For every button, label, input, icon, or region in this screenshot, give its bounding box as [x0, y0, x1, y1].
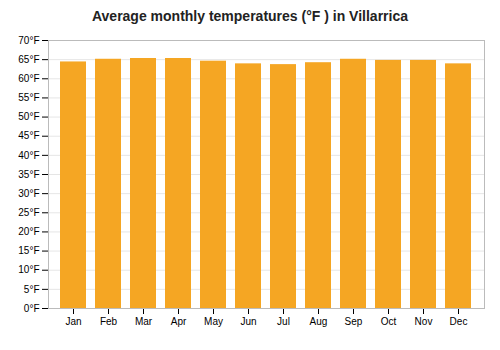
svg-text:Nov: Nov: [415, 316, 433, 327]
svg-text:Jul: Jul: [277, 316, 290, 327]
svg-text:55°F: 55°F: [18, 92, 39, 103]
svg-text:10°F: 10°F: [18, 264, 39, 275]
svg-text:70°F: 70°F: [18, 35, 39, 46]
svg-text:0°F: 0°F: [24, 303, 40, 314]
svg-text:30°F: 30°F: [18, 188, 39, 199]
svg-text:Sep: Sep: [345, 316, 363, 327]
svg-text:65°F: 65°F: [18, 54, 39, 65]
svg-text:Oct: Oct: [381, 316, 397, 327]
svg-text:60°F: 60°F: [18, 73, 39, 84]
svg-text:35°F: 35°F: [18, 169, 39, 180]
svg-text:Jun: Jun: [240, 316, 256, 327]
svg-text:45°F: 45°F: [18, 130, 39, 141]
svg-text:Apr: Apr: [171, 316, 187, 327]
svg-text:Dec: Dec: [450, 316, 468, 327]
html-text:Average monthly temperatures (: Average monthly temperatures (°F ) in Vi…: [92, 8, 408, 24]
svg-text:25°F: 25°F: [18, 207, 39, 218]
svg-text:Jan: Jan: [65, 316, 81, 327]
svg-text:May: May: [204, 316, 223, 327]
svg-text:20°F: 20°F: [18, 226, 39, 237]
svg-text:Feb: Feb: [100, 316, 118, 327]
svg-text:40°F: 40°F: [18, 150, 39, 161]
svg-text:Mar: Mar: [135, 316, 153, 327]
svg-text:50°F: 50°F: [18, 111, 39, 122]
svg-text:Aug: Aug: [310, 316, 328, 327]
svg-text:5°F: 5°F: [24, 284, 40, 295]
svg-text:15°F: 15°F: [18, 245, 39, 256]
